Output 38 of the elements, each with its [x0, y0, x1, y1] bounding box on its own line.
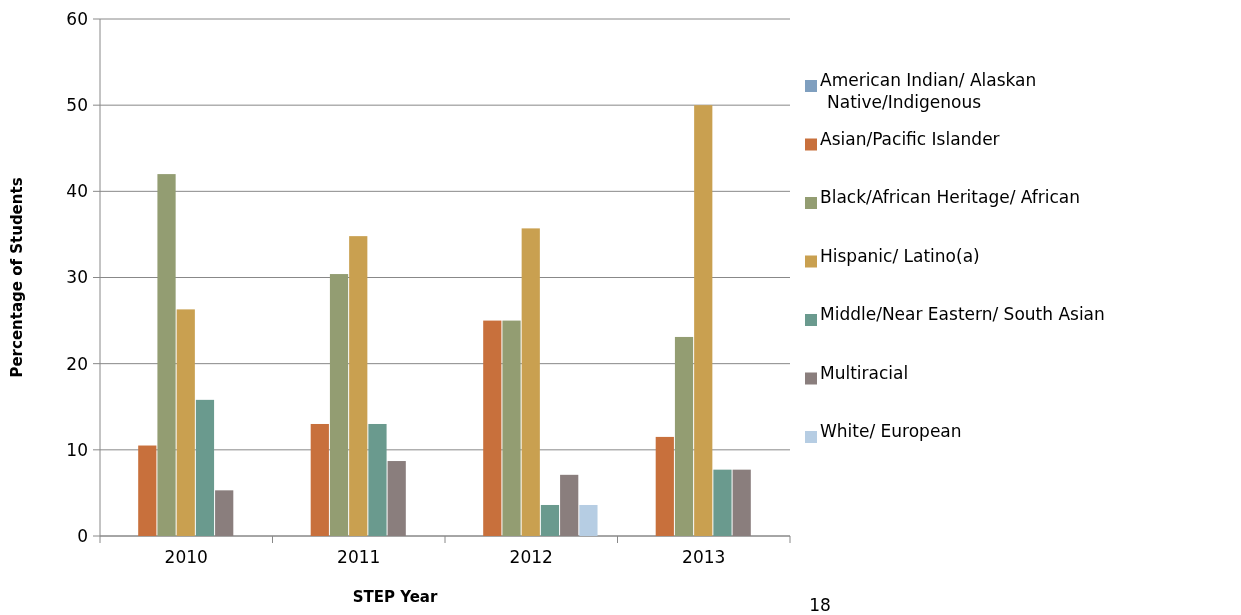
bar	[655, 436, 674, 536]
legend-label: American Indian/ Alaskan Native/Indigenous	[820, 70, 1037, 113]
legend-label: Middle/Near Eastern/ South Asian	[820, 304, 1105, 324]
bar	[195, 399, 215, 536]
legend-label: Asian/Pacific Islander	[820, 128, 1000, 149]
x-axis-title: STEP Year	[352, 588, 438, 606]
bar	[483, 320, 502, 536]
y-tick-label: 30	[66, 267, 88, 288]
y-tick-label: 0	[77, 525, 88, 546]
bar	[521, 228, 540, 536]
x-tick-label: 2012	[509, 547, 553, 567]
bar	[540, 504, 560, 536]
bar	[349, 236, 368, 536]
legend-label: Hispanic/ Latino(a)	[820, 245, 980, 266]
bar	[713, 469, 732, 536]
x-tick-label: 2011	[337, 547, 381, 567]
y-axis-title: Percentage of Students	[8, 177, 26, 378]
y-tick-label: 60	[66, 8, 88, 29]
bar	[674, 336, 694, 536]
bar	[157, 174, 176, 536]
text: 18	[809, 595, 831, 615]
bar	[502, 320, 521, 536]
legend-label: White/ European	[820, 421, 962, 441]
bar	[579, 504, 598, 536]
x-tick-label: 2013	[682, 547, 726, 567]
bar	[310, 423, 329, 536]
y-tick-label: 10	[66, 439, 88, 460]
y-tick-label: 20	[66, 353, 88, 374]
bar	[176, 309, 195, 536]
x-tick-label: 2010	[164, 547, 208, 567]
legend-label: Black/African Heritage/ African	[820, 187, 1081, 207]
bar	[368, 423, 387, 536]
legend-label: Multiracial	[820, 362, 909, 383]
y-tick-label: 50	[66, 95, 88, 116]
bar	[329, 274, 349, 536]
bar	[138, 445, 157, 536]
bar	[694, 105, 713, 536]
y-tick-label: 40	[66, 181, 88, 202]
